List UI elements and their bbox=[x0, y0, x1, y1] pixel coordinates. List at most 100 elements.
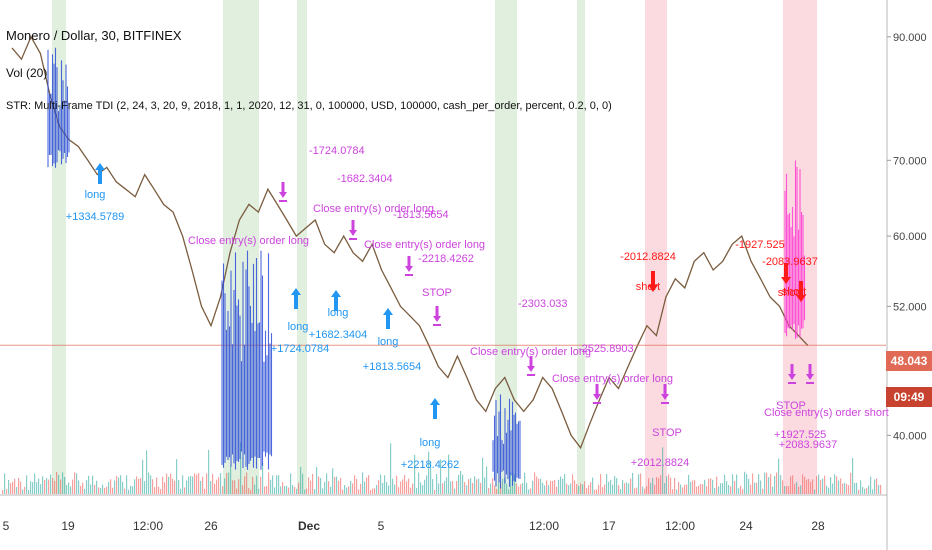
volume-bar bbox=[194, 473, 196, 494]
volume-bar bbox=[404, 475, 406, 494]
volume-bar bbox=[612, 484, 614, 494]
volume-bar bbox=[440, 459, 442, 494]
volume-bar bbox=[172, 478, 174, 494]
entry-arrow-up bbox=[331, 290, 341, 311]
volume-bar bbox=[36, 482, 38, 494]
volume-bar bbox=[150, 475, 152, 494]
volume-bar bbox=[572, 474, 574, 494]
volume-bar bbox=[810, 481, 812, 494]
time-axis-tick-label: 17 bbox=[602, 519, 616, 533]
volume-bar bbox=[750, 484, 752, 494]
volume-bar bbox=[64, 476, 66, 494]
volume-bar bbox=[338, 480, 340, 494]
volume-bar bbox=[22, 489, 24, 494]
volume-bar bbox=[118, 477, 120, 494]
volume-bar bbox=[478, 478, 480, 494]
volume-bar bbox=[658, 478, 660, 494]
long-zone-band bbox=[577, 0, 585, 494]
volume-bar bbox=[46, 478, 48, 494]
symbol-legend[interactable]: Monero / Dollar, 30, BITFINEX bbox=[6, 28, 182, 43]
volume-bar bbox=[400, 481, 402, 494]
volume-bar bbox=[542, 482, 544, 494]
volume-bar bbox=[648, 478, 650, 494]
volume-bar bbox=[656, 477, 658, 494]
volume-bar bbox=[548, 484, 550, 494]
volume-bar bbox=[276, 475, 278, 494]
volume-bar bbox=[86, 480, 88, 494]
exit-arrow bbox=[527, 356, 535, 372]
volume-bar bbox=[388, 485, 390, 494]
trade-cluster bbox=[784, 160, 806, 339]
trade-signal-exit bbox=[433, 306, 441, 326]
volume-bar bbox=[436, 474, 438, 494]
volume-bar bbox=[212, 473, 214, 494]
volume-bar bbox=[174, 480, 176, 494]
signal-pnl: +2012.8824 bbox=[631, 457, 689, 469]
volume-bar bbox=[34, 473, 36, 494]
volume-bar bbox=[286, 485, 288, 494]
volume-bar bbox=[110, 479, 112, 494]
volume-bar bbox=[622, 480, 624, 494]
signal-label: Close entry(s) order long bbox=[552, 373, 673, 385]
volume-bar bbox=[596, 489, 598, 494]
volume-bar bbox=[300, 466, 302, 494]
volume-bar bbox=[228, 472, 230, 494]
volume-bar bbox=[268, 472, 270, 494]
time-axis-tick-label: 12:00 bbox=[529, 519, 559, 533]
volume-bar bbox=[164, 482, 166, 494]
volume-bar bbox=[848, 485, 850, 494]
volume-bar bbox=[202, 476, 204, 494]
volume-bar bbox=[728, 484, 730, 494]
volume-bar bbox=[486, 466, 488, 494]
volume-bar bbox=[710, 478, 712, 494]
volume-legend[interactable]: Vol (20) bbox=[6, 66, 48, 80]
volume-bar bbox=[262, 462, 264, 494]
volume-bar bbox=[214, 483, 216, 494]
volume-bar bbox=[446, 477, 448, 494]
volume-bar bbox=[318, 476, 320, 494]
volume-bar bbox=[424, 479, 426, 494]
volume-bar bbox=[8, 479, 10, 494]
trade-signal-entry-short bbox=[796, 281, 806, 302]
volume-bar bbox=[602, 487, 604, 494]
signal-label: long bbox=[378, 336, 399, 348]
volume-bar bbox=[302, 473, 304, 494]
volume-bar bbox=[796, 481, 798, 494]
volume-bar bbox=[504, 477, 506, 494]
signal-label: Close entry(s) order short bbox=[764, 407, 889, 419]
volume-bar bbox=[794, 483, 796, 494]
volume-bar bbox=[666, 476, 668, 494]
volume-bar bbox=[166, 473, 168, 494]
volume-bar bbox=[142, 459, 144, 494]
volume-bar bbox=[94, 484, 96, 494]
exit-bar bbox=[349, 238, 357, 240]
volume-bar bbox=[554, 480, 556, 494]
volume-bar bbox=[784, 486, 786, 494]
volume-bar bbox=[352, 483, 354, 494]
trade-signal-entry-short bbox=[781, 263, 791, 284]
volume-bar bbox=[454, 488, 456, 494]
volume-bar bbox=[482, 457, 484, 494]
volume-bar bbox=[240, 442, 242, 494]
volume-bar bbox=[450, 481, 452, 494]
volume-bar bbox=[514, 474, 516, 494]
volume-bar bbox=[458, 474, 460, 494]
volume-bar bbox=[60, 479, 62, 494]
volume-bar bbox=[506, 483, 508, 494]
volume-bar bbox=[358, 489, 360, 494]
volume-bar bbox=[322, 488, 324, 494]
volume-bar bbox=[860, 480, 862, 494]
strategy-legend[interactable]: STR: Multi-Frame TDI (2, 24, 3, 20, 9, 2… bbox=[6, 100, 612, 112]
volume-bar bbox=[726, 481, 728, 494]
volume-bar bbox=[254, 484, 256, 494]
volume-bar bbox=[56, 472, 58, 494]
volume-bar bbox=[334, 476, 336, 494]
volume-bar bbox=[124, 488, 126, 494]
volume-bar bbox=[546, 480, 548, 494]
volume-bar bbox=[68, 482, 70, 494]
volume-bar bbox=[620, 488, 622, 494]
volume-bar bbox=[98, 487, 100, 494]
volume-bar bbox=[244, 476, 246, 494]
